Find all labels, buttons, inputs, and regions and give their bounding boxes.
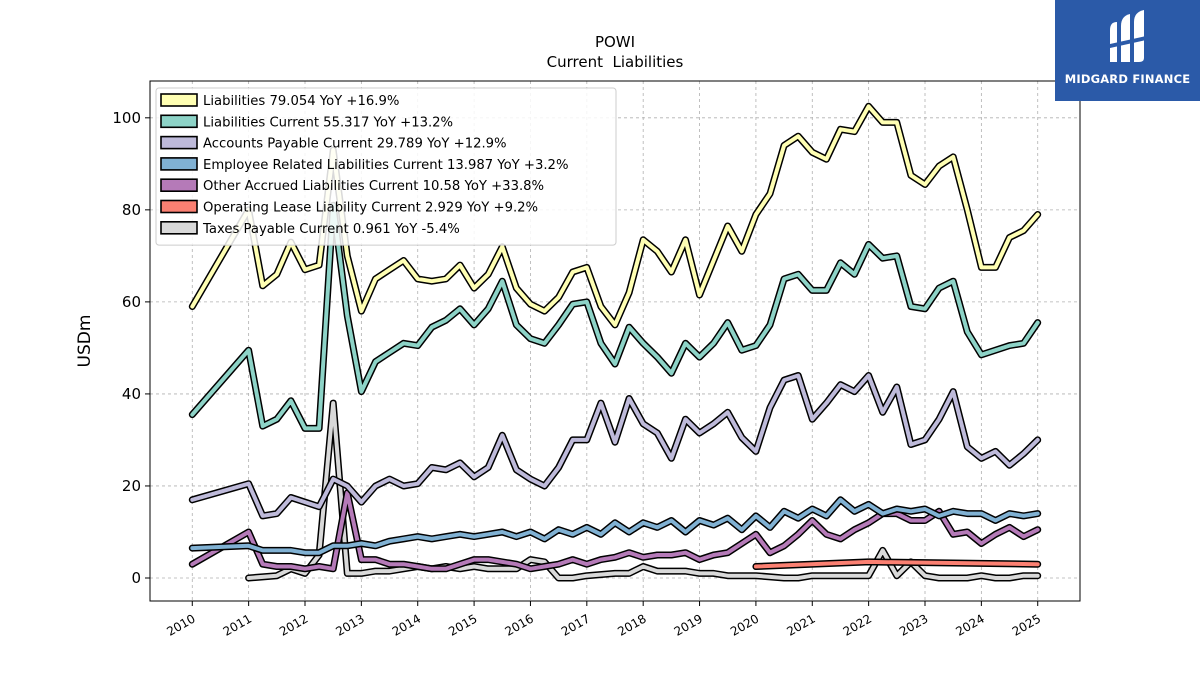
legend-swatch xyxy=(160,114,198,129)
x-tick-label: 2018 xyxy=(615,611,648,638)
y-tick-label: 60 xyxy=(122,293,141,311)
legend-swatch xyxy=(160,178,198,192)
series-other-accrued-liabilities-current xyxy=(188,489,1042,573)
x-tick-label: 2019 xyxy=(672,611,705,638)
legend-entry: Operating Lease Liability Current 2.929 … xyxy=(203,201,538,216)
legend-swatch xyxy=(160,221,198,235)
series-line xyxy=(190,203,1040,431)
legend-entry: Liabilities 79.054 YoY +16.9% xyxy=(203,94,399,109)
legend-swatch xyxy=(160,157,198,171)
legend-entry: Employee Related Liabilities Current 13.… xyxy=(203,158,568,173)
legend-entry: Other Accrued Liabilities Current 10.58 … xyxy=(203,179,544,194)
plot-frame xyxy=(149,80,1081,602)
legend-swatch xyxy=(160,199,198,214)
series-lines xyxy=(188,102,1042,582)
x-tick-label: 2022 xyxy=(841,611,874,638)
brand-name: MIDGARD FINANCE xyxy=(1064,72,1191,86)
legend-entry: Accounts Payable Current 29.789 YoY +12.… xyxy=(203,137,507,152)
x-tick-label: 2014 xyxy=(390,611,423,638)
x-tick-label: 2025 xyxy=(1010,611,1043,638)
x-tick-label: 2012 xyxy=(277,611,310,638)
x-tick-label: 2021 xyxy=(784,611,817,638)
x-tick-label: 2023 xyxy=(897,611,930,638)
chart-subtitle: Current Liabilities xyxy=(547,53,684,71)
chart-title: POWI xyxy=(595,33,635,51)
x-tick-label: 2020 xyxy=(728,611,761,638)
legend: Liabilities 79.054 YoY +16.9% Liabilities… xyxy=(155,87,617,246)
y-tick-label: 0 xyxy=(131,569,141,587)
series-liabilities-current xyxy=(188,201,1042,432)
y-tick-label: 100 xyxy=(112,109,141,127)
y-tick-label: 40 xyxy=(122,385,141,403)
x-tick-label: 2016 xyxy=(503,611,536,638)
legend-entry: Liabilities Current 55.317 YoY +13.2% xyxy=(203,115,453,130)
legend-box xyxy=(155,87,617,246)
series-line xyxy=(190,373,1040,518)
legend-swatch xyxy=(160,135,198,150)
series-line xyxy=(246,401,1040,580)
series-operating-lease-liability-current xyxy=(752,558,1042,570)
series-line xyxy=(190,490,1040,571)
legend-entry: Taxes Payable Current 0.961 YoY -5.4% xyxy=(202,222,460,237)
series-line xyxy=(190,104,1040,327)
y-tick-label: 80 xyxy=(122,201,141,219)
x-tick-label: 2013 xyxy=(333,611,366,638)
midgard-logo-icon xyxy=(1109,10,1146,62)
x-tick-label: 2010 xyxy=(164,611,197,638)
x-tick-label: 2011 xyxy=(221,611,254,638)
x-tick-label: 2024 xyxy=(953,611,986,638)
brand-logo: MIDGARD FINANCE xyxy=(1055,0,1200,101)
legend-swatch xyxy=(160,93,198,107)
series-line xyxy=(753,559,1040,569)
series-line xyxy=(190,497,1040,555)
series-accounts-payable-current xyxy=(188,372,1042,520)
y-tick-label: 20 xyxy=(122,477,141,495)
series-employee-related-liabilities-current xyxy=(188,496,1042,557)
x-tick-label: 2015 xyxy=(446,611,479,638)
x-tick-label: 2017 xyxy=(559,611,592,638)
series-taxes-payable-current xyxy=(245,399,1042,582)
y-axis-label: USDm xyxy=(75,315,95,368)
series-liabilities xyxy=(188,102,1042,329)
